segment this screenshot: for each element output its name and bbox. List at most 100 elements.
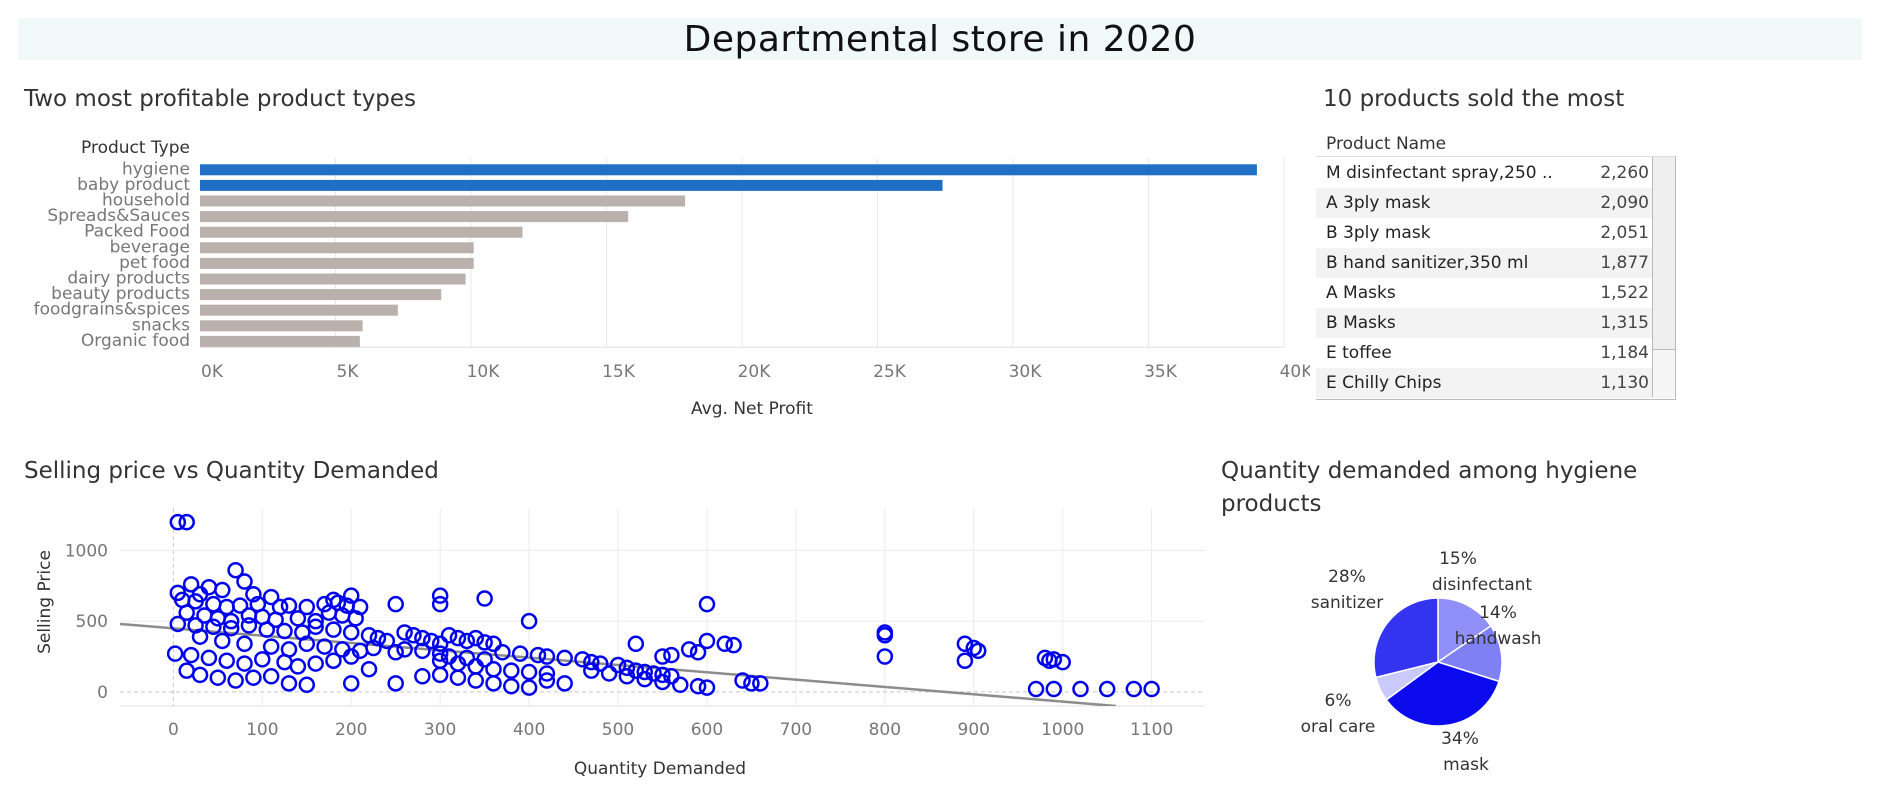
- scatter-point: [956, 635, 974, 653]
- scatter-chart: 0 100 200 300 400 500 600 700 800 900 1000 1100 0 500…: [35, 508, 1205, 779]
- scatter-point: [556, 649, 573, 667]
- scatter-point: [342, 648, 360, 665]
- scatter-point: [449, 669, 467, 686]
- x-tick-label: 1000: [1041, 720, 1084, 740]
- scatter-point: [476, 634, 493, 651]
- table-header-product-name: Product Name: [1326, 134, 1447, 154]
- scatter-point: [245, 669, 262, 686]
- scatter-point: [529, 646, 547, 664]
- scatter-point: [205, 618, 222, 636]
- table-row[interactable]: B Masks 1,315: [1316, 308, 1674, 338]
- table-row[interactable]: B 3ply mask 2,051: [1316, 218, 1674, 248]
- scatter-point: [1098, 680, 1116, 698]
- table-scrollbar[interactable]: [1652, 157, 1675, 397]
- y-axis-title: Selling Price: [35, 550, 55, 654]
- bar: [200, 304, 398, 316]
- scatter-point: [218, 652, 235, 669]
- bar-chart: 0K 5K 10K 15K 20K 25K 30K 35K 40K Product Typehyg…: [34, 138, 1310, 419]
- scatter-point: [182, 646, 200, 664]
- x-tick-label: 30K: [1009, 362, 1043, 382]
- category-label: pet food: [119, 253, 190, 273]
- x-tick-label: 0: [168, 720, 179, 740]
- x-tick-label: 40K: [1280, 362, 1310, 382]
- scatter-point: [423, 632, 440, 650]
- scatter-point: [414, 668, 431, 685]
- scatter-point: [1125, 680, 1143, 698]
- pie-slice-label: mask: [1443, 755, 1489, 775]
- scatter-point: [511, 645, 529, 662]
- scatter-point: [307, 618, 324, 636]
- category-label: snacks: [132, 315, 190, 335]
- pie-title-line-1: Quantity demanded among hygiene: [1221, 458, 1638, 484]
- table-row[interactable]: A 3ply mask 2,090: [1316, 188, 1674, 218]
- scatter-point: [654, 673, 671, 691]
- scatter-point: [200, 649, 218, 667]
- page-title: Departmental store in 2020: [683, 19, 1197, 60]
- x-tick-label: 900: [958, 720, 990, 740]
- scatter-point: [182, 576, 200, 593]
- x-tick-label: 25K: [873, 362, 907, 382]
- category-label: household: [102, 191, 190, 211]
- product-name-cell: A Masks: [1326, 283, 1396, 303]
- scatter-point: [520, 679, 538, 696]
- scatter-point: [236, 635, 253, 653]
- table-row[interactable]: E toffee 1,184: [1316, 338, 1674, 368]
- table-row[interactable]: E Chilly Chips 1,130: [1316, 368, 1674, 398]
- table-row[interactable]: M disinfectant spray,250 .. 2,260: [1316, 158, 1674, 188]
- scatter-point: [1054, 653, 1071, 671]
- scatter-point: [387, 595, 404, 613]
- product-name-cell: E Chilly Chips: [1326, 373, 1442, 393]
- scatter-point: [396, 624, 413, 641]
- scatter-point: [752, 675, 769, 692]
- pie-slice: [1373, 597, 1439, 679]
- scatter-point: [618, 659, 636, 677]
- scatter-point: [387, 644, 404, 661]
- scatter-point: [574, 651, 591, 668]
- scatter-point: [320, 604, 338, 621]
- scatter-point: [191, 666, 209, 684]
- bar: [200, 195, 686, 207]
- scatter-point: [262, 668, 280, 685]
- table-row[interactable]: B hand sanitizer,350 ml 1,877: [1316, 248, 1674, 278]
- scatter-point: [431, 635, 449, 653]
- scatter-point: [209, 610, 227, 627]
- x-tick-label: 20K: [738, 362, 772, 382]
- y-tick-label: 0: [97, 683, 108, 703]
- x-tick-label: 100: [246, 720, 278, 740]
- scatter-point: [289, 610, 307, 627]
- scatter-point: [1045, 680, 1063, 698]
- quantity-cell: 2,090: [1600, 193, 1649, 213]
- scatter-point: [956, 652, 974, 669]
- x-tick-label: 300: [424, 720, 456, 740]
- pie-slice-label: handwash: [1455, 629, 1542, 649]
- scatter-point: [485, 635, 502, 653]
- category-label: beverage: [110, 237, 190, 257]
- scatter-point: [494, 644, 511, 661]
- table-row[interactable]: A Masks 1,522: [1316, 278, 1674, 308]
- x-tick-label: 500: [602, 720, 634, 740]
- table-scrollbar-thumb[interactable]: [1653, 157, 1675, 350]
- scatter-point: [214, 632, 231, 650]
- quantity-cell: 2,260: [1600, 163, 1649, 183]
- scatter-point: [396, 641, 413, 658]
- category-label: dairy products: [67, 269, 190, 289]
- scatter-point: [520, 612, 538, 630]
- x-tick-label: 15K: [602, 362, 636, 382]
- scatter-point: [556, 675, 573, 692]
- scatter-point: [307, 655, 324, 672]
- scatter-point: [431, 595, 449, 613]
- scatter-point: [280, 597, 298, 614]
- category-label: baby product: [77, 175, 190, 195]
- bar: [200, 273, 466, 285]
- x-tick-label: 35K: [1144, 362, 1178, 382]
- scatter-point: [240, 617, 258, 634]
- scatter-point: [209, 669, 227, 686]
- pie-title-line-2: products: [1221, 491, 1322, 517]
- scatter-point: [969, 642, 987, 660]
- quantity-cell: 2,051: [1600, 223, 1649, 243]
- quantity-cell: 1,522: [1600, 283, 1649, 303]
- scatter-point: [222, 619, 240, 637]
- scatter-point: [609, 656, 627, 674]
- scatter-point: [414, 642, 431, 660]
- bar: [200, 289, 442, 301]
